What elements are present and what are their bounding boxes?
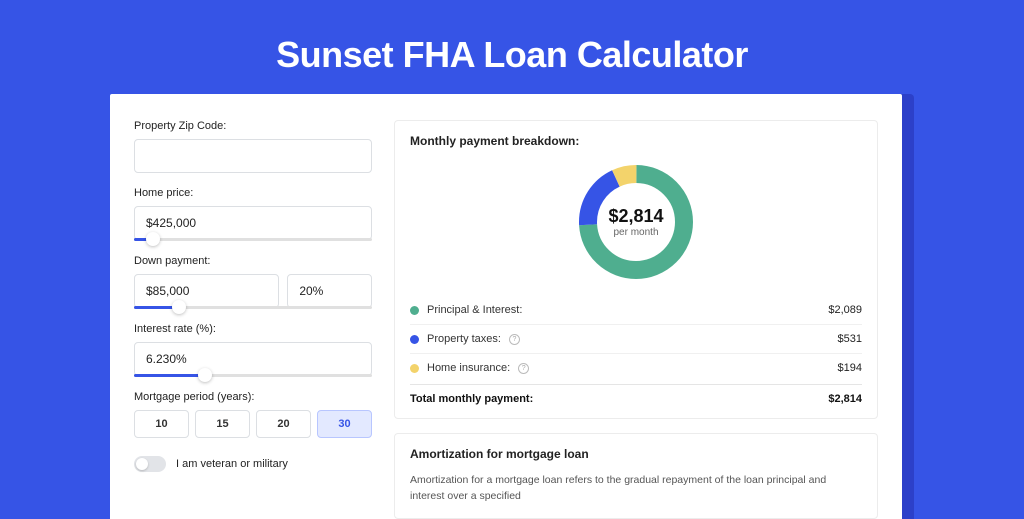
period-btn-15[interactable]: 15 [195, 410, 250, 438]
calculator-panel: Property Zip Code: Home price: Down paym… [110, 94, 902, 519]
period-btn-10[interactable]: 10 [134, 410, 189, 438]
legend-value: $531 [838, 333, 862, 345]
info-icon[interactable]: ? [518, 363, 529, 374]
period-group: Mortgage period (years): 10 15 20 30 [134, 391, 372, 438]
zip-input[interactable] [134, 139, 372, 173]
donut-chart: $2,814 per month [576, 162, 696, 282]
home-price-slider[interactable] [134, 238, 372, 241]
legend-dot [410, 364, 419, 373]
breakdown-title: Monthly payment breakdown: [410, 134, 862, 148]
form-column: Property Zip Code: Home price: Down paym… [134, 120, 372, 519]
down-payment-row [134, 274, 372, 308]
zip-label: Property Zip Code: [134, 120, 372, 132]
interest-label: Interest rate (%): [134, 323, 372, 335]
period-btn-20[interactable]: 20 [256, 410, 311, 438]
zip-field-group: Property Zip Code: [134, 120, 372, 173]
legend-left: Principal & Interest: [410, 304, 522, 316]
legend-value: $2,089 [828, 304, 862, 316]
home-price-input[interactable] [134, 206, 372, 240]
home-price-label: Home price: [134, 187, 372, 199]
interest-input[interactable] [134, 342, 372, 376]
page-title: Sunset FHA Loan Calculator [0, 34, 1024, 76]
period-label: Mortgage period (years): [134, 391, 372, 403]
total-row: Total monthly payment: $2,814 [410, 384, 862, 405]
interest-slider-fill [134, 374, 205, 377]
interest-group: Interest rate (%): [134, 323, 372, 377]
legend-list: Principal & Interest: $2,089 Property taxe… [410, 296, 862, 382]
down-payment-pct-input[interactable] [287, 274, 372, 308]
donut-wrap: $2,814 per month [410, 160, 862, 296]
legend-label: Home insurance: [427, 362, 510, 374]
panel-shadow: Property Zip Code: Home price: Down paym… [110, 94, 914, 519]
home-price-group: Home price: [134, 187, 372, 241]
total-label: Total monthly payment: [410, 393, 533, 405]
results-column: Monthly payment breakdown: $2,814 per mo… [394, 120, 878, 519]
legend-dot [410, 306, 419, 315]
veteran-toggle-knob [136, 458, 148, 470]
home-price-slider-thumb[interactable] [146, 232, 160, 246]
legend-left: Property taxes:? [410, 333, 520, 345]
amortization-title: Amortization for mortgage loan [410, 447, 862, 461]
donut-center: $2,814 per month [608, 206, 663, 238]
donut-sub: per month [608, 227, 663, 238]
info-icon[interactable]: ? [509, 334, 520, 345]
down-payment-slider[interactable] [134, 306, 372, 309]
down-payment-input[interactable] [134, 274, 279, 308]
veteran-toggle[interactable] [134, 456, 166, 472]
legend-label: Principal & Interest: [427, 304, 522, 316]
interest-slider[interactable] [134, 374, 372, 377]
amortization-section: Amortization for mortgage loan Amortizat… [394, 433, 878, 519]
amortization-body: Amortization for a mortgage loan refers … [410, 473, 862, 505]
down-payment-slider-thumb[interactable] [172, 300, 186, 314]
down-payment-group: Down payment: [134, 255, 372, 309]
breakdown-section: Monthly payment breakdown: $2,814 per mo… [394, 120, 878, 419]
legend-value: $194 [838, 362, 862, 374]
legend-left: Home insurance:? [410, 362, 529, 374]
total-value: $2,814 [828, 393, 862, 405]
period-btn-30[interactable]: 30 [317, 410, 372, 438]
down-payment-label: Down payment: [134, 255, 372, 267]
interest-slider-thumb[interactable] [198, 368, 212, 382]
veteran-row: I am veteran or military [134, 456, 372, 472]
legend-label: Property taxes: [427, 333, 501, 345]
veteran-label: I am veteran or military [176, 458, 288, 470]
period-options: 10 15 20 30 [134, 410, 372, 438]
page-hero: Sunset FHA Loan Calculator [0, 0, 1024, 94]
legend-row: Home insurance:? $194 [410, 354, 862, 382]
legend-row: Principal & Interest: $2,089 [410, 296, 862, 325]
legend-row: Property taxes:? $531 [410, 325, 862, 354]
legend-dot [410, 335, 419, 344]
donut-amount: $2,814 [608, 206, 663, 227]
